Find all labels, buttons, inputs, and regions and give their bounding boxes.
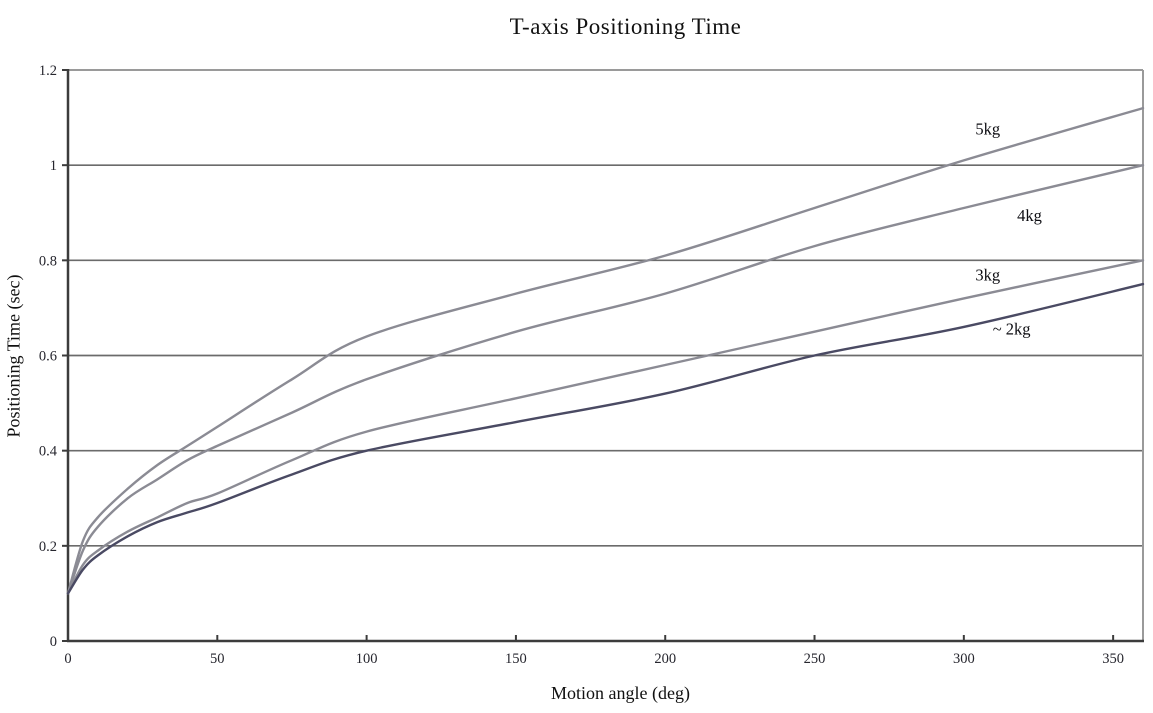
series-label-3kg: 3kg <box>975 266 1000 285</box>
y-tick-label: 0.6 <box>39 349 57 365</box>
y-tick-label: 0.4 <box>39 444 58 460</box>
x-axis-title: Motion angle (deg) <box>551 683 690 703</box>
y-tick-label: 0.8 <box>39 253 57 269</box>
x-tick-label: 250 <box>804 651 826 667</box>
series-curve-5kg <box>66 106 1145 595</box>
series-curve-3kg <box>66 259 1145 595</box>
series-label-4kg: 4kg <box>1017 206 1042 225</box>
chart-title: T-axis Positioning Time <box>509 14 742 39</box>
series-curve-2kg <box>66 282 1145 595</box>
x-tick-label: 200 <box>654 651 676 667</box>
x-tick-label: 50 <box>210 651 225 667</box>
series-curve-4kg <box>66 164 1145 595</box>
x-tick-label: 0 <box>64 651 71 667</box>
series-label-5kg: 5kg <box>975 119 1000 138</box>
y-tick-label: 1 <box>50 158 57 174</box>
x-tick-label: 300 <box>953 651 975 667</box>
series-label-2kg: ~ 2kg <box>993 319 1031 338</box>
x-tick-label: 350 <box>1102 651 1124 667</box>
x-tick-label: 100 <box>356 651 378 667</box>
y-tick-label: 0 <box>50 634 57 650</box>
x-tick-label: 150 <box>505 651 527 667</box>
y-tick-label: 1.2 <box>39 63 57 79</box>
y-tick-label: 0.2 <box>39 539 57 555</box>
